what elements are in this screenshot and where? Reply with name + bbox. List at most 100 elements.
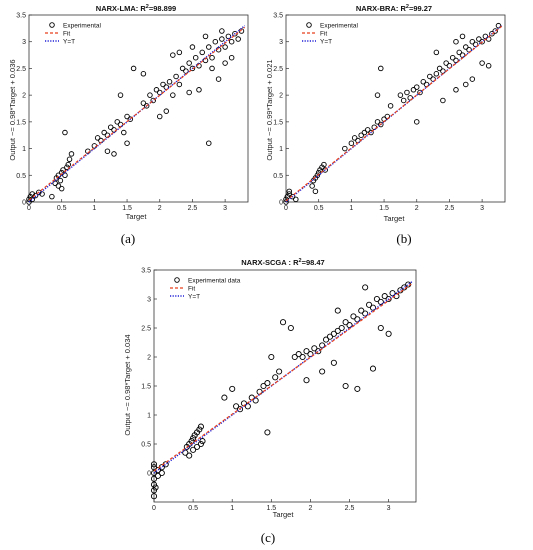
- panel-label-b: (b): [396, 231, 411, 246]
- x-tick-label: 1: [349, 205, 353, 212]
- x-tick-label: 1.5: [379, 205, 389, 212]
- data-point: [189, 44, 196, 50]
- data-point: [58, 185, 65, 192]
- x-tick-label: 2: [308, 505, 312, 512]
- data-point: [404, 89, 410, 96]
- data-point: [117, 92, 124, 98]
- data-point: [476, 36, 482, 42]
- data-point: [417, 89, 423, 96]
- y-tick-label: 2: [147, 355, 151, 362]
- plot-area-c: [153, 269, 417, 503]
- data-point: [377, 324, 384, 332]
- y-tick-label: 1.5: [16, 119, 26, 126]
- chart-panel-b: NARX-BRA: R2=99.27 Target Output ~= 0.99…: [265, 4, 506, 246]
- data-point: [66, 156, 73, 163]
- x-tick-label: 0: [27, 205, 31, 212]
- data-point: [342, 382, 349, 390]
- data-point: [268, 353, 275, 361]
- data-point: [443, 60, 449, 66]
- data-point: [160, 81, 166, 88]
- data-point: [111, 151, 117, 157]
- data-point: [453, 38, 459, 45]
- data-point: [152, 484, 159, 491]
- y-tick-label: 1.5: [273, 119, 283, 126]
- y-tick-label: 3: [22, 39, 26, 46]
- data-point: [163, 108, 170, 114]
- data-point: [150, 481, 158, 488]
- data-point: [192, 54, 199, 61]
- data-point: [166, 79, 173, 85]
- data-point: [101, 129, 107, 136]
- data-point: [52, 180, 58, 187]
- data-point: [312, 188, 319, 195]
- x-tick-label: 2.5: [445, 205, 455, 212]
- x-axis-label-a: Target: [126, 212, 148, 221]
- data-point: [479, 60, 485, 66]
- data-point: [378, 121, 384, 128]
- data-point: [453, 57, 459, 64]
- data-point: [154, 472, 161, 479]
- data-point: [202, 33, 209, 40]
- data-point: [158, 469, 165, 477]
- y-tick-label: 0.5: [273, 173, 283, 180]
- data-point: [368, 129, 374, 136]
- data-point: [315, 348, 322, 355]
- data-point: [215, 76, 222, 82]
- x-tick-label: 1.5: [266, 505, 276, 512]
- data-point: [124, 140, 130, 146]
- data-point: [485, 63, 492, 69]
- y-axis-label-c: Output ~= 0.98*Target + 0.034: [123, 334, 132, 435]
- legend-marker-experimental: [49, 22, 55, 28]
- x-tick-label: 3: [223, 205, 227, 212]
- data-point: [489, 30, 495, 37]
- data-point: [286, 191, 293, 197]
- legend-label: Fit: [320, 31, 327, 38]
- data-point: [397, 92, 404, 98]
- data-point: [413, 119, 420, 125]
- data-point: [57, 177, 64, 184]
- data-point: [351, 135, 358, 141]
- data-point: [60, 167, 66, 173]
- data-point: [222, 44, 228, 50]
- data-point: [209, 54, 215, 61]
- y-tick-label: 0.5: [141, 442, 151, 449]
- data-point: [400, 97, 407, 104]
- data-point: [279, 319, 287, 326]
- data-point: [170, 92, 176, 98]
- data-point: [209, 65, 215, 72]
- data-point: [322, 167, 328, 173]
- y-tick-label: 3: [279, 39, 283, 46]
- data-point: [228, 38, 235, 45]
- data-point: [369, 365, 377, 372]
- data-point: [413, 84, 420, 90]
- y-tick-label: 3: [147, 297, 151, 304]
- data-point: [354, 385, 361, 392]
- data-point: [156, 113, 163, 120]
- y-axis-label-a: Output ~= 0.98*Target + 0.036: [8, 59, 17, 160]
- data-point: [49, 193, 55, 200]
- data-point: [307, 351, 314, 358]
- data-point: [244, 403, 251, 410]
- legend-label: Experimental data: [188, 278, 241, 285]
- data-point: [303, 377, 310, 384]
- data-point: [326, 333, 334, 340]
- data-point: [286, 188, 293, 195]
- data-point: [272, 374, 279, 381]
- data-point: [153, 87, 160, 93]
- data-point: [459, 33, 466, 40]
- data-point: [147, 92, 153, 98]
- data-point: [150, 487, 158, 494]
- data-point: [469, 38, 476, 45]
- yt-line: [28, 25, 246, 203]
- data-point: [219, 36, 225, 42]
- data-point: [196, 426, 203, 433]
- legend-label: Y=T: [188, 294, 200, 301]
- data-point: [453, 87, 459, 93]
- chart-title-c: NARX-SCGA : R2=98.47: [241, 258, 324, 267]
- chart-title-b: NARX-BRA: R2=99.27: [356, 4, 432, 13]
- data-point: [374, 92, 381, 98]
- data-point: [235, 36, 241, 42]
- data-point: [150, 97, 156, 104]
